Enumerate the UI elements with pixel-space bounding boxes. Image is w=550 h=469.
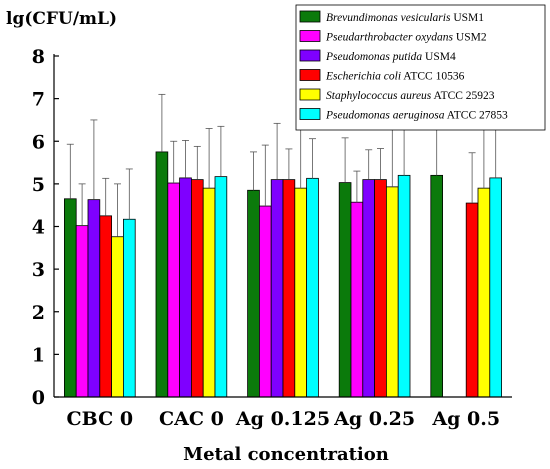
error-bar-series-0-cat-0	[66, 143, 74, 199]
bar-series-3-cat-0	[99, 215, 113, 398]
error-bar-series-2-cat-3	[365, 149, 373, 180]
error-bar-series-3-cat-0	[102, 177, 110, 216]
bar-series-4-cat-4	[477, 187, 491, 398]
bar-series-4-cat-3	[385, 186, 399, 398]
bar-series-0-cat-3	[338, 182, 352, 398]
legend-entry: Brevundimonas vesicularis USM1	[326, 12, 484, 24]
error-bar-series-4-cat-0	[114, 183, 121, 237]
bars	[64, 151, 502, 398]
error-bar-series-0-cat-4	[433, 127, 441, 176]
legend: Brevundimonas vesicularis USM1 Pseudarthr…	[295, 4, 546, 131]
bar-series-5-cat-1	[214, 176, 228, 398]
bar-series-1-cat-3	[350, 201, 364, 398]
legend-swatch	[299, 88, 321, 101]
y-axis-label: lg(CFU/mL)	[6, 9, 117, 29]
error-bars	[66, 93, 500, 237]
error-bar-series-4-cat-3	[388, 125, 396, 187]
error-bar-series-3-cat-4	[468, 152, 476, 204]
legend-swatch	[299, 108, 321, 120]
y-tick-label: 0	[32, 387, 45, 409]
y-tick-label: 3	[32, 259, 45, 281]
x-tick-label: CAC 0	[159, 408, 224, 430]
x-tick-label: Ag 0.125	[235, 408, 330, 430]
error-bar-series-1-cat-3	[353, 170, 361, 203]
legend-swatch	[299, 30, 321, 42]
axes: 0 1 2 3 4 5 6 7 8 CBC 0 CAC 0 Ag 0.125 Ag 0.25 Ag 0.5	[32, 46, 512, 430]
error-bar-series-3-cat-1	[193, 145, 201, 180]
bar-series-0-cat-4	[430, 174, 443, 398]
legend-entry: Pseudomonas aeruginosa ATCC 27853	[325, 110, 508, 122]
error-bar-series-5-cat-0	[125, 168, 133, 220]
bar-series-0-cat-0	[64, 198, 77, 398]
error-bar-series-2-cat-2	[273, 122, 281, 180]
y-tick-label: 1	[32, 344, 45, 366]
bar-series-2-cat-2	[270, 179, 284, 398]
legend-swatch	[299, 69, 321, 81]
error-bar-series-5-cat-1	[217, 125, 225, 177]
error-bar-series-5-cat-2	[309, 138, 316, 179]
bar-series-0-cat-1	[155, 151, 169, 398]
legend-entry: Staphylococcus aureus ATCC 25923	[326, 90, 495, 102]
legend-entry: Pseudomonas putida USM4	[325, 51, 456, 63]
error-bar-series-1-cat-0	[78, 183, 86, 226]
y-tick-label: 2	[32, 302, 45, 324]
bar-series-2-cat-1	[179, 177, 192, 398]
bar-series-2-cat-0	[87, 199, 101, 398]
x-tick-label: Ag 0.25	[333, 408, 415, 430]
bar-series-1-cat-2	[258, 205, 272, 398]
error-bar-series-4-cat-1	[205, 128, 213, 189]
error-bar-series-2-cat-0	[90, 119, 98, 200]
y-tick-label: 4	[32, 217, 45, 239]
error-bar-series-0-cat-2	[250, 151, 257, 191]
y-tick-label: 7	[32, 89, 45, 111]
legend-box	[295, 4, 546, 131]
bar-series-5-cat-0	[123, 218, 136, 398]
bar-series-3-cat-2	[282, 179, 296, 398]
bar-series-4-cat-1	[202, 187, 216, 398]
error-bar-series-4-cat-2	[297, 128, 305, 189]
error-bar-series-4-cat-4	[480, 128, 488, 189]
y-tick-label: 6	[32, 131, 45, 153]
bar-series-2-cat-3	[362, 179, 375, 398]
legend-entry: Pseudarthrobacter oxydans USM2	[325, 32, 487, 44]
bar-series-5-cat-4	[489, 177, 502, 398]
bar-series-4-cat-2	[294, 187, 307, 398]
x-axis-label: Metal concentration	[183, 444, 389, 465]
bar-series-3-cat-4	[465, 202, 479, 398]
y-tick-label: 8	[32, 46, 45, 68]
bar-series-4-cat-0	[111, 236, 124, 398]
error-bar-series-0-cat-3	[341, 137, 349, 183]
legend-entry: Escherichia coli ATCC 10536	[325, 71, 465, 83]
bar-series-5-cat-3	[397, 174, 411, 398]
bar-series-3-cat-1	[190, 179, 204, 398]
legend-swatch	[299, 49, 321, 62]
bar-series-5-cat-2	[306, 177, 319, 398]
x-tick-label: Ag 0.5	[431, 408, 500, 430]
error-bar-series-3-cat-3	[377, 148, 384, 180]
bar-series-3-cat-3	[374, 179, 387, 398]
error-bar-series-5-cat-3	[400, 122, 408, 176]
error-bar-series-2-cat-1	[182, 139, 189, 178]
legend-swatch	[299, 10, 321, 23]
error-bar-series-1-cat-2	[261, 144, 269, 207]
error-bar-series-0-cat-1	[158, 93, 166, 152]
y-tick-label: 5	[32, 174, 45, 196]
error-bar-series-1-cat-1	[170, 140, 178, 184]
bar-series-0-cat-2	[247, 189, 260, 398]
error-bar-series-5-cat-4	[492, 128, 500, 178]
bar-series-1-cat-1	[167, 182, 181, 398]
x-tick-label: CBC 0	[67, 408, 134, 430]
error-bar-series-3-cat-2	[285, 148, 293, 180]
bar-series-1-cat-0	[75, 225, 89, 398]
